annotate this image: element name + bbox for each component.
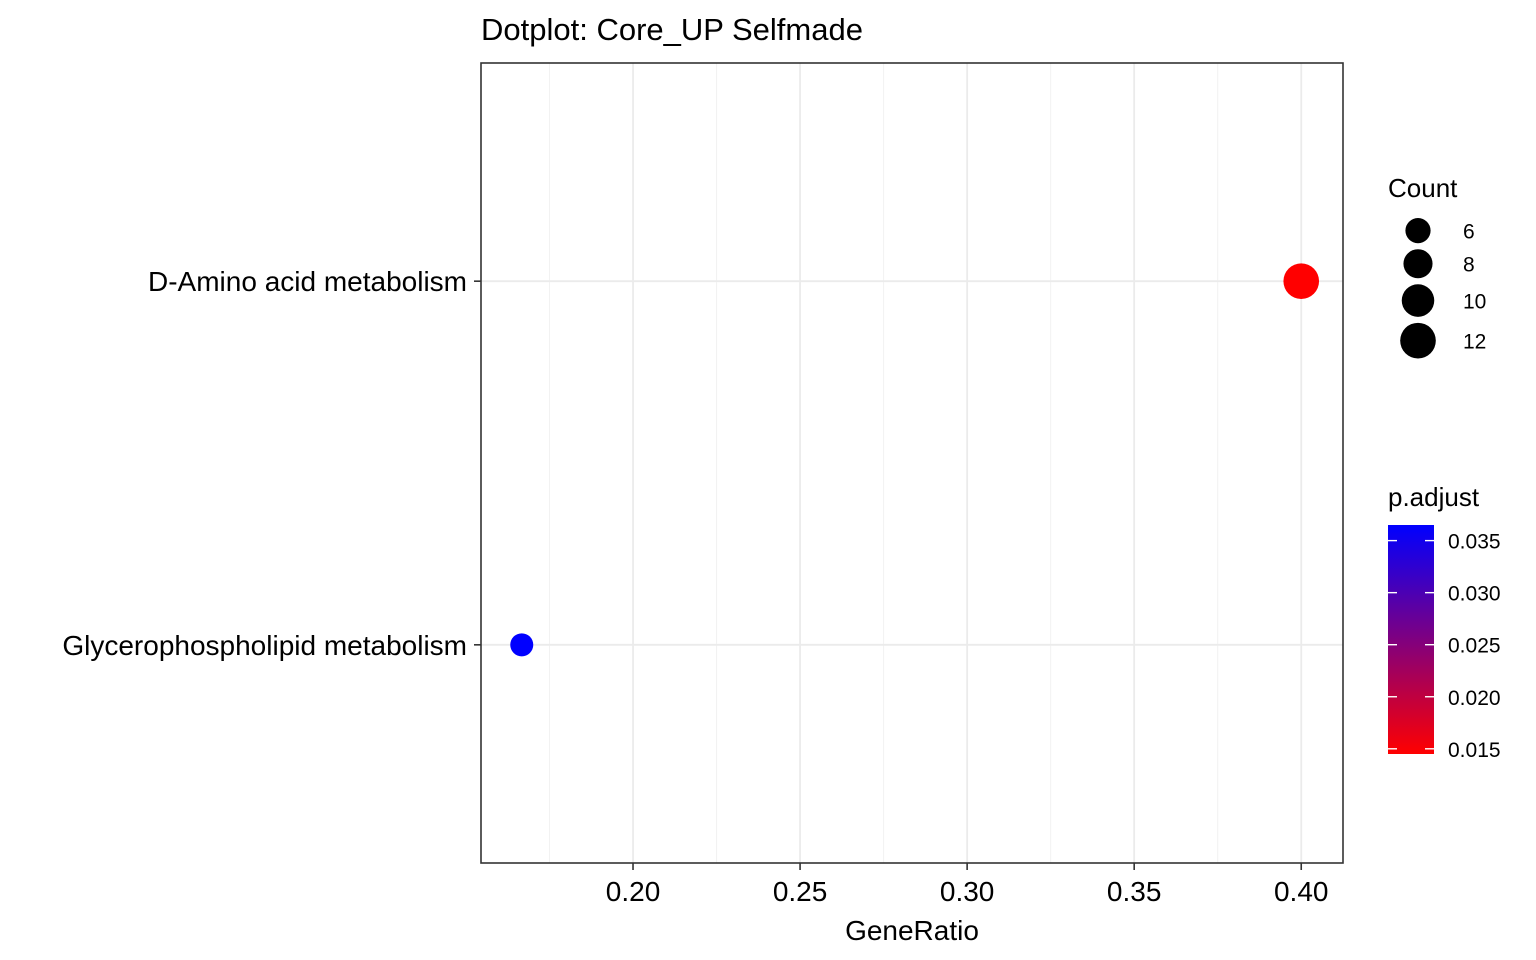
data-points	[510, 263, 1320, 657]
x-tick-label: 0.35	[1107, 876, 1162, 907]
count-legend: Count 6 8 10 12	[1388, 173, 1486, 359]
padjust-legend-label: 0.030	[1448, 583, 1501, 606]
x-tick-label: 0.40	[1274, 876, 1329, 907]
panel-background	[481, 63, 1343, 863]
y-tick-label: D-Amino acid metabolism	[148, 266, 467, 297]
padjust-legend: p.adjust 0.035 0.030 0.025 0.020 0.015	[1388, 482, 1501, 762]
count-legend-label: 12	[1463, 331, 1486, 354]
data-point	[510, 633, 534, 657]
minor-gridlines	[548, 63, 1219, 863]
count-legend-label: 8	[1463, 254, 1475, 277]
count-legend-key	[1403, 249, 1433, 279]
y-axis: D-Amino acid metabolism Glycerophospholip…	[62, 266, 481, 661]
y-tick-label: Glycerophospholipid metabolism	[62, 630, 467, 661]
plot-panel	[480, 62, 1344, 864]
padjust-legend-label: 0.020	[1448, 687, 1501, 710]
chart-title: Dotplot: Core_UP Selfmade	[481, 12, 863, 47]
x-axis: 0.20 0.25 0.30 0.35 0.40	[606, 863, 1329, 907]
padjust-legend-title: p.adjust	[1388, 482, 1480, 512]
count-legend-label: 6	[1463, 221, 1475, 244]
count-legend-label: 10	[1463, 291, 1486, 314]
x-tick-label: 0.20	[606, 876, 661, 907]
padjust-legend-label: 0.015	[1448, 739, 1501, 762]
padjust-legend-label: 0.035	[1448, 531, 1501, 554]
count-legend-key	[1401, 284, 1435, 317]
padjust-colorbar	[1388, 525, 1434, 754]
count-legend-key	[1405, 218, 1431, 244]
x-axis-title: GeneRatio	[845, 915, 979, 946]
count-legend-key	[1400, 322, 1436, 359]
x-tick-label: 0.25	[773, 876, 828, 907]
major-gridlines	[481, 63, 1343, 863]
count-legend-title: Count	[1388, 173, 1458, 203]
panel-border	[480, 62, 1344, 864]
data-point	[1283, 263, 1320, 299]
x-tick-label: 0.30	[940, 876, 995, 907]
padjust-legend-label: 0.025	[1448, 635, 1501, 658]
